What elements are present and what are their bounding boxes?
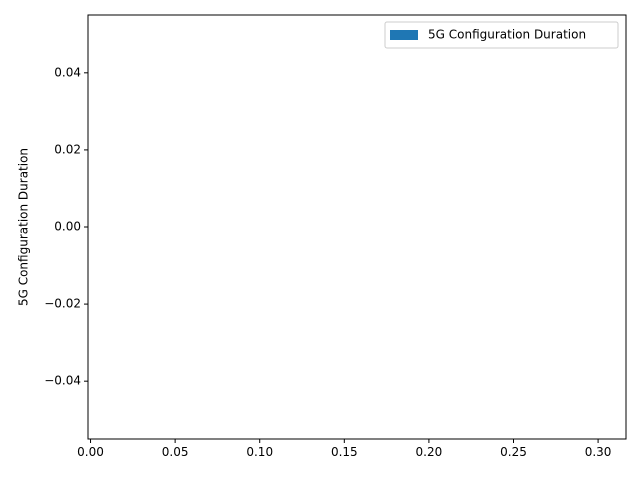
x-tick-label: 0.00 <box>77 445 104 459</box>
y-tick-label: −0.04 <box>44 374 81 388</box>
legend-frame <box>384 21 619 49</box>
x-axis: 0.00 0.05 0.10 0.15 0.20 0.25 0.30 <box>77 439 611 459</box>
x-tick-label: 0.25 <box>500 445 527 459</box>
x-tick-label: 0.20 <box>416 445 443 459</box>
y-tick-label: −0.02 <box>44 297 81 311</box>
legend-swatch <box>390 30 418 40</box>
legend: 5G Configuration Duration <box>384 21 619 49</box>
y-tick-label: 0.02 <box>54 142 81 156</box>
x-tick-label: 0.15 <box>331 445 358 459</box>
y-tick-label: 0.04 <box>54 65 81 79</box>
y-axis-label: 5G Configuration Duration <box>17 148 31 306</box>
x-tick-label: 0.05 <box>162 445 189 459</box>
x-tick-label: 0.30 <box>585 445 612 459</box>
legend-entry-label: 5G Configuration Duration <box>428 28 586 42</box>
y-axis: 0.04 0.02 0.00 −0.02 −0.04 <box>44 65 88 388</box>
x-tick-label: 0.10 <box>246 445 273 459</box>
y-tick-label: 0.00 <box>54 220 81 234</box>
